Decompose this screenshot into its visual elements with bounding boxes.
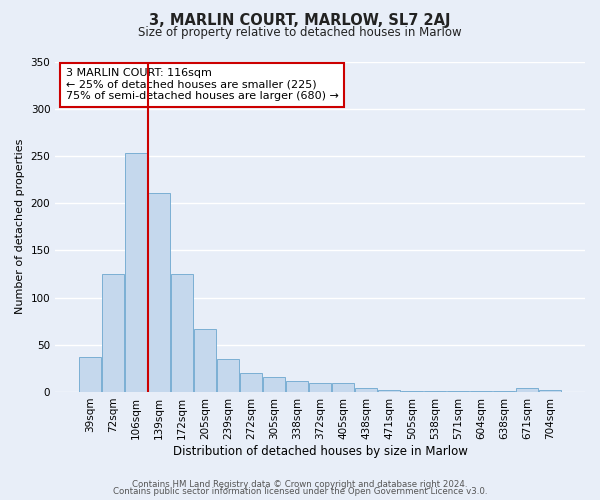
Bar: [516, 388, 538, 392]
Bar: [79, 357, 101, 392]
Bar: [240, 373, 262, 392]
Text: Contains HM Land Registry data © Crown copyright and database right 2024.: Contains HM Land Registry data © Crown c…: [132, 480, 468, 489]
Text: 3 MARLIN COURT: 116sqm
← 25% of detached houses are smaller (225)
75% of semi-de: 3 MARLIN COURT: 116sqm ← 25% of detached…: [66, 68, 338, 102]
Text: Contains public sector information licensed under the Open Government Licence v3: Contains public sector information licen…: [113, 488, 487, 496]
Bar: [493, 391, 515, 392]
Bar: [125, 153, 147, 392]
Text: 3, MARLIN COURT, MARLOW, SL7 2AJ: 3, MARLIN COURT, MARLOW, SL7 2AJ: [149, 12, 451, 28]
Bar: [539, 390, 561, 392]
Text: Size of property relative to detached houses in Marlow: Size of property relative to detached ho…: [138, 26, 462, 39]
Bar: [194, 328, 216, 392]
Bar: [171, 274, 193, 392]
Bar: [309, 382, 331, 392]
Bar: [355, 388, 377, 392]
Bar: [447, 391, 469, 392]
Bar: [378, 390, 400, 392]
Bar: [332, 384, 354, 392]
Bar: [401, 391, 423, 392]
Bar: [102, 274, 124, 392]
Bar: [286, 380, 308, 392]
Bar: [470, 391, 492, 392]
Bar: [148, 192, 170, 392]
Bar: [263, 377, 285, 392]
X-axis label: Distribution of detached houses by size in Marlow: Distribution of detached houses by size …: [173, 444, 467, 458]
Y-axis label: Number of detached properties: Number of detached properties: [15, 139, 25, 314]
Bar: [217, 359, 239, 392]
Bar: [424, 391, 446, 392]
